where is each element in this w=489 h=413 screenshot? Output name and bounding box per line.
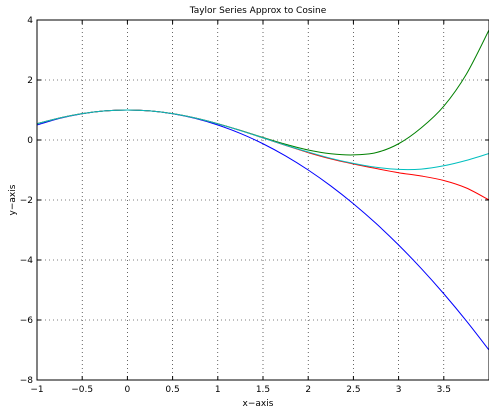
x-tick-label: 3.5 — [437, 385, 451, 395]
series-layer — [36, 29, 489, 351]
y-tick-label: −6 — [20, 316, 34, 326]
y-tick-label: 0 — [27, 136, 33, 146]
tick-layer: −1 −0.5 0 0.5 1 1.5 2 2.5 3 3.5 −8 −6 −4 −2 0 2 4 — [20, 16, 489, 395]
x-tick-label: 0 — [125, 385, 131, 395]
x-tick-label: 1.5 — [256, 385, 270, 395]
y-tick-label: −4 — [20, 256, 34, 266]
chart-title: Taylor Series Approx to Cosine — [189, 6, 327, 16]
y-tick-label: 2 — [27, 76, 33, 86]
x-tick-label: 3 — [396, 385, 402, 395]
x-tick-label: −0.5 — [71, 385, 93, 395]
y-tick-label: −8 — [20, 376, 34, 386]
x-axis-label: x−axis — [243, 399, 274, 409]
y-tick-label: 4 — [27, 16, 33, 26]
y-tick-label: −2 — [20, 196, 33, 206]
y-axis-label: y−axis — [8, 184, 18, 215]
x-tick-label: 1 — [215, 385, 221, 395]
x-tick-label: 2 — [305, 385, 311, 395]
series-line-4 — [36, 109, 489, 171]
x-tick-label: 2.5 — [346, 385, 360, 395]
x-tick-label: −1 — [30, 385, 43, 395]
x-tick-label: 0.5 — [165, 385, 179, 395]
